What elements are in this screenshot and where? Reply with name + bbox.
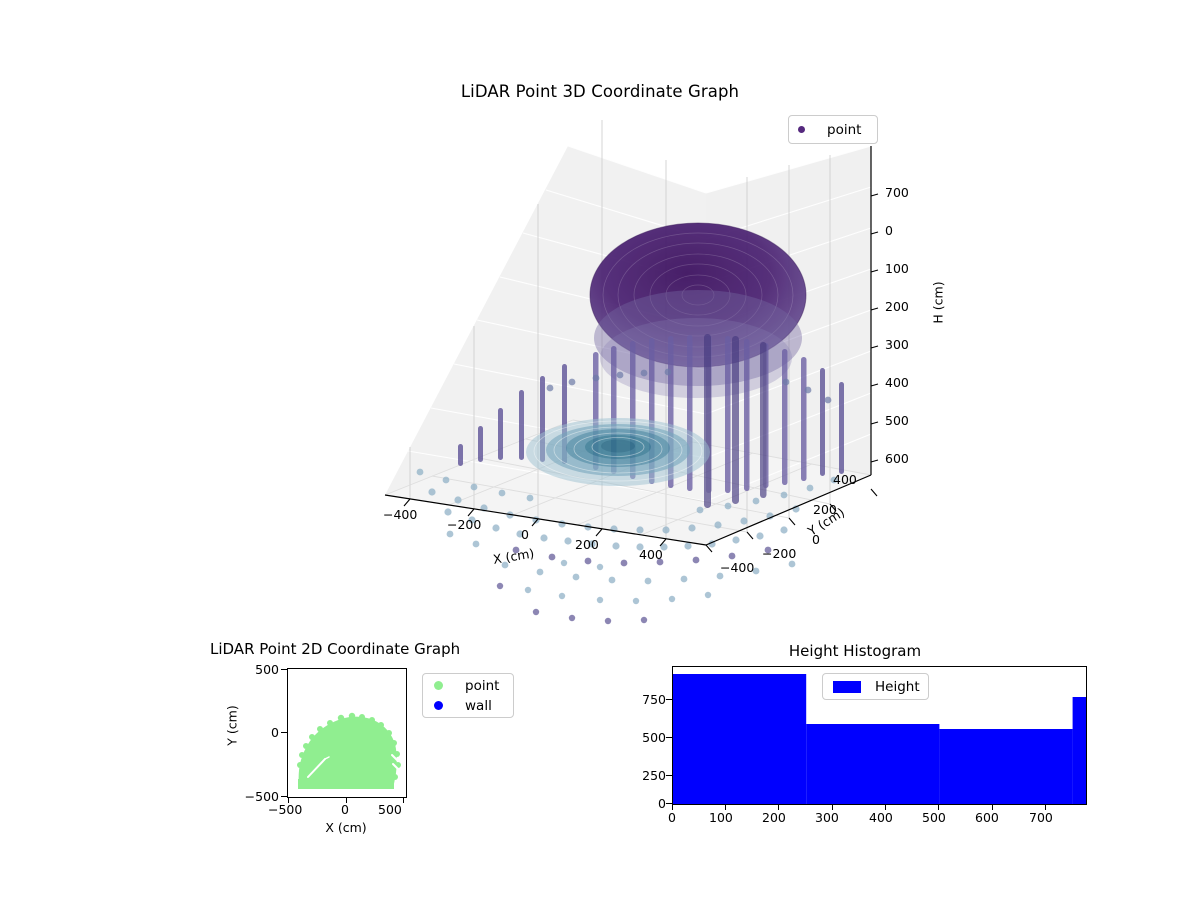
wall-marker-icon: [434, 701, 443, 710]
histogram-title: Height Histogram: [788, 642, 922, 660]
legend-label-point: point: [465, 677, 500, 694]
axis-ticks-y: [705, 488, 878, 553]
plot2d-ytick-0: 500: [255, 662, 279, 677]
plot3d-zlabel: H (cm): [930, 281, 946, 324]
histogram-xtickmark-7: [1045, 803, 1047, 810]
plot3d-ztick-0: 0: [885, 223, 893, 238]
histogram-panel[interactable]: Height Histogram 750 500 250 0 0 100 200…: [630, 640, 1110, 855]
plot2d-xtick-0: −500: [268, 802, 303, 817]
plot2d-panel[interactable]: LiDAR Point 2D Coordinate Graph: [200, 640, 530, 855]
plot3d-ztick-5: 500: [885, 413, 909, 428]
histogram-legend[interactable]: Height: [822, 673, 929, 700]
plot3d-xtick-2: 0: [521, 527, 529, 542]
histogram-xtick-4: 400: [869, 810, 893, 825]
histogram-xtickmark-1: [725, 803, 727, 810]
histogram-ytickmark-0: [666, 802, 672, 804]
plot2d-axes[interactable]: [287, 668, 407, 798]
plot2d-xlabel: X (cm): [325, 820, 367, 835]
plot2d-xtick-1: 0: [341, 802, 349, 817]
plot3d-title: LiDAR Point 3D Coordinate Graph: [460, 82, 740, 101]
histogram-xtick-5: 500: [922, 810, 946, 825]
plot3d-ztick-3: 300: [885, 337, 909, 352]
plot2d-title: LiDAR Point 2D Coordinate Graph: [210, 640, 461, 658]
histogram-xtickmark-4: [885, 803, 887, 810]
axis-ticks-x: [403, 498, 667, 547]
plot2d-xtickmark-0: [287, 797, 289, 803]
histogram-ytickmark-2: [666, 736, 672, 738]
legend-label-point: point: [827, 121, 862, 138]
histogram-xtick-3: 300: [815, 810, 839, 825]
legend-item-wall: wall: [423, 696, 513, 716]
histogram-ytick-2: 500: [642, 730, 666, 745]
histogram-xtick-1: 100: [709, 810, 733, 825]
plot3d-ztick-6: 600: [885, 451, 909, 466]
pointcloud-floor-rings: [526, 418, 710, 486]
pointcloud-2d-gaps: [307, 754, 400, 778]
plot3d-xtick-1: −200: [447, 517, 482, 532]
plot3d-xtick-0: −400: [383, 507, 418, 522]
legend-item-height: Height: [823, 679, 928, 695]
plot2d-xtick-2: 500: [378, 802, 402, 817]
histogram-ytick-1: 250: [642, 768, 666, 783]
plot2d-xtickmark-2: [403, 797, 405, 803]
plot3d-ztick-2: 200: [885, 299, 909, 314]
plot3d-canvas: [384, 120, 879, 625]
pointcloud-ceiling-cap: [589, 222, 807, 398]
plot3d-ztick-4: 400: [885, 375, 909, 390]
plot2d-ylabel: Y (cm): [224, 705, 240, 746]
plot2d-ytickmark-1: [281, 732, 287, 734]
histogram-xtick-0: 0: [668, 810, 676, 825]
axis-ticks-z: [870, 193, 879, 463]
histogram-xtickmark-6: [992, 803, 994, 810]
legend-label-height: Height: [875, 678, 920, 695]
histogram-ytick-3: 750: [642, 692, 666, 707]
legend-item-point: point: [423, 676, 513, 696]
histogram-ytickmark-3: [666, 698, 672, 700]
pointcloud-floor-scatter: [416, 468, 838, 605]
histogram-xtickmark-2: [778, 803, 780, 810]
plot3d-xtick-3: 200: [575, 537, 599, 552]
pointcloud-floor-scatter-dark: [496, 546, 772, 625]
plot3d-ytick-0: −400: [720, 560, 755, 575]
point-marker-icon: [798, 126, 805, 133]
histogram-axes[interactable]: [672, 666, 1087, 805]
plot3d-xtick-4: 400: [639, 547, 663, 562]
histogram-bars: [673, 674, 1086, 804]
legend-item-point: point: [789, 122, 877, 138]
histogram-canvas: [673, 674, 1086, 804]
plot3d-ztick-1: 100: [885, 261, 909, 276]
axis-spines: [384, 146, 872, 546]
point-marker-icon: [434, 681, 443, 690]
plot3d-axes[interactable]: −400 −200 0 200 400 X (cm) −400 −200 0 2…: [300, 120, 946, 630]
histogram-xtick-6: 600: [975, 810, 999, 825]
plot2d-ytickmark-2: [281, 795, 287, 797]
histogram-xtick-7: 700: [1029, 810, 1053, 825]
legend-label-wall: wall: [465, 697, 492, 714]
histogram-ytick-0: 0: [658, 796, 666, 811]
plot2d-canvas: [297, 712, 401, 789]
plot3d-ytick-4: 400: [833, 472, 857, 487]
histogram-xtick-2: 200: [762, 810, 786, 825]
plot2d-legend[interactable]: point wall: [422, 673, 514, 718]
plot2d-ytickmark-0: [281, 668, 287, 670]
plot3d-ytick-1: −200: [762, 546, 797, 561]
plot3d-legend[interactable]: point: [788, 115, 878, 144]
histogram-xtickmark-0: [672, 803, 674, 810]
plot3d-ytick-2: 0: [812, 532, 820, 547]
plot3d-ztick-7: 700: [885, 185, 909, 200]
plot2d-ytick-2: −500: [244, 789, 279, 804]
pointcloud-2d-green: [297, 712, 401, 789]
plot2d-xtickmark-1: [345, 797, 347, 803]
histogram-xtickmark-5: [938, 803, 940, 810]
histogram-ytickmark-1: [666, 774, 672, 776]
histogram-xtickmark-3: [832, 803, 834, 810]
pointcloud-midband: [546, 368, 832, 404]
plot3d-ytick-3: 200: [813, 502, 837, 517]
height-patch-icon: [833, 680, 861, 693]
plot2d-ytick-1: 0: [271, 725, 279, 740]
